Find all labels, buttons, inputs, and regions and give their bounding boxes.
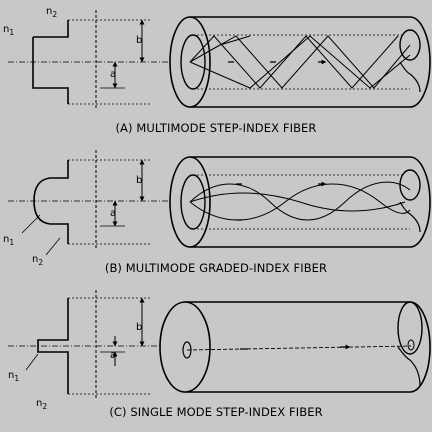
b-label: b [136,35,142,46]
a-label: a [110,208,116,219]
ray-path [189,181,411,221]
single-mode-ray-path [186,345,412,351]
panel-single-mode-step-index: b a n1 n2 (C) SINGLE MODE STEP-INDEX FIB… [8,290,431,419]
ray-path [189,192,406,212]
b-label: b [136,322,142,333]
b-label: b [136,175,142,186]
a-label: a [110,350,116,361]
ray-path [189,35,411,89]
ray-path [189,183,411,221]
panel-multimode-graded-index: b a n1 n2 (B) MULTIMODE GRADED-INDEX FIB… [3,150,431,275]
n2-label: n2 [36,398,47,411]
caption-c: (C) SINGLE MODE STEP-INDEX FIBER [109,405,322,419]
step-index-profile [32,20,69,104]
n1-label: n1 [3,24,14,37]
a-label: a [110,69,116,80]
n2-label: n2 [32,254,43,267]
panel-multimode-step-index: b a n1 n2 (A) MULTIMODE STEP-INDEX FIBER [3,6,431,135]
ray-direction-arrows [240,347,348,349]
ray-direction-arrows [236,184,324,221]
ray-path [189,35,251,63]
ray-path [189,35,411,89]
n1-label: n1 [3,234,14,247]
n1-leader-line [21,214,41,234]
n2-leader-line [45,237,61,256]
caption-b: (B) MULTIMODE GRADED-INDEX FIBER [105,261,327,275]
n2-label: n2 [46,6,57,19]
fiber-cylinder [169,16,431,108]
fiber-cylinder [159,301,431,393]
n1-label: n1 [8,370,19,383]
caption-a: (A) MULTIMODE STEP-INDEX FIBER [115,121,316,135]
n1-leader-line [25,353,39,371]
